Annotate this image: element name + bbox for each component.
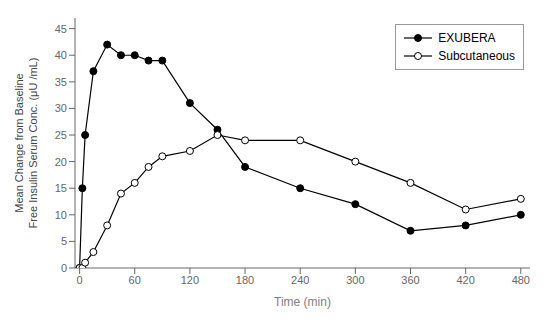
svg-text:10: 10 xyxy=(55,209,67,221)
html-text:Subcutaneous: Subcutaneous xyxy=(438,49,515,63)
svg-text:45: 45 xyxy=(55,23,67,35)
svg-text:420: 420 xyxy=(456,274,474,286)
svg-text:25: 25 xyxy=(55,129,67,141)
svg-text:0: 0 xyxy=(61,262,67,274)
svg-text:300: 300 xyxy=(346,274,364,286)
svg-text:35: 35 xyxy=(55,76,67,88)
html-text:EXUBERA: EXUBERA xyxy=(438,31,496,45)
svg-text:Mean Change from BaselineFree: Mean Change from BaselineFree Insulin Se… xyxy=(13,58,39,229)
svg-text:15: 15 xyxy=(55,182,67,194)
svg-text:Time (min): Time (min) xyxy=(274,295,331,309)
svg-text:180: 180 xyxy=(236,274,254,286)
svg-text:120: 120 xyxy=(181,274,199,286)
svg-text:60: 60 xyxy=(129,274,141,286)
svg-text:40: 40 xyxy=(55,49,67,61)
svg-text:240: 240 xyxy=(291,274,309,286)
svg-text:480: 480 xyxy=(512,274,530,286)
svg-text:20: 20 xyxy=(55,156,67,168)
svg-text:360: 360 xyxy=(401,274,419,286)
svg-text:5: 5 xyxy=(61,235,67,247)
svg-text:30: 30 xyxy=(55,102,67,114)
svg-text:0: 0 xyxy=(77,274,83,286)
